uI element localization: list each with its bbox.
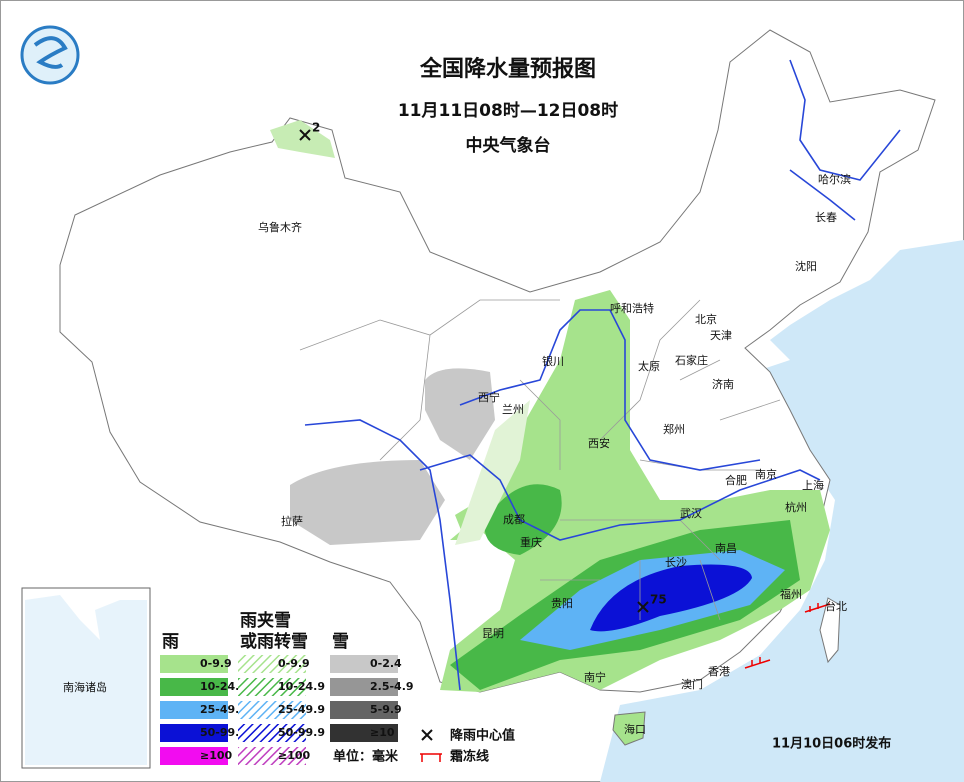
legend-swatch — [160, 655, 228, 673]
river — [459, 309, 761, 471]
hainan — [612, 711, 646, 746]
legend-swatch — [160, 747, 228, 765]
frost-line-label: 霜冻线 — [449, 749, 489, 765]
city: 拉萨 — [281, 514, 303, 528]
legend-swatch — [238, 678, 306, 696]
legend-label: 0-9.9 — [278, 657, 310, 670]
legend-title: 或雨转雪 — [240, 631, 308, 652]
city: 兰州 — [502, 403, 524, 416]
city: 重庆 — [520, 535, 542, 549]
legend-swatch — [238, 724, 306, 742]
frost-line — [744, 603, 831, 669]
legend-label: 25-49.9 — [200, 703, 247, 716]
center-value: 2 — [312, 121, 320, 135]
legend-swatch — [160, 678, 228, 696]
city: 南昌 — [715, 542, 737, 555]
inset-label: 南海诸岛 — [63, 680, 107, 694]
center-value: 75 — [650, 593, 667, 607]
legend-label: 2.5-4.9 — [370, 680, 414, 693]
city: 香港 — [708, 665, 730, 678]
city: 上海 — [802, 478, 824, 492]
issuer: 中央气象台 — [466, 135, 551, 156]
legend-swatch — [330, 678, 398, 696]
legend-title: 雨夹雪 — [240, 610, 291, 631]
legend-label: 10-24.9 — [278, 680, 325, 693]
center-marker — [637, 601, 649, 613]
snow-area — [290, 460, 445, 545]
city: 石家庄 — [675, 353, 708, 367]
rain-area — [484, 484, 562, 555]
sleet-area — [455, 400, 530, 545]
city: 福州 — [780, 587, 802, 601]
city: 海口 — [624, 722, 646, 736]
legend-label: 25-49.9 — [278, 703, 325, 716]
city: 澳门 — [681, 677, 703, 691]
title: 全国降水量预报图 — [419, 56, 596, 82]
city: 贵阳 — [551, 597, 573, 610]
legend-label: 0-9.9 — [200, 657, 232, 670]
city: 成都 — [503, 513, 525, 526]
legend-label: ≥100 — [278, 749, 311, 762]
taiwan — [819, 597, 841, 664]
river — [789, 59, 901, 221]
legend-swatch — [238, 701, 306, 719]
legend-label: ≥10 — [370, 726, 395, 739]
legend-label: 10-24.9 — [200, 680, 247, 693]
city: 哈尔滨 — [818, 172, 851, 186]
city: 乌鲁木齐 — [258, 220, 302, 234]
legend-swatch — [330, 701, 398, 719]
sleet-area — [270, 120, 335, 158]
legend-swatch — [238, 655, 306, 673]
city: 太原 — [638, 360, 660, 373]
city: 南宁 — [584, 670, 606, 684]
legend-swatch — [330, 655, 398, 673]
frost-symbol — [420, 753, 442, 762]
city: 南京 — [755, 467, 777, 481]
city: 长春 — [815, 211, 837, 224]
city: 郑州 — [663, 422, 685, 436]
city: 武汉 — [680, 507, 702, 520]
city: 呼和浩特 — [610, 301, 654, 315]
rain-area — [590, 564, 752, 632]
legend-swatch — [160, 724, 228, 742]
city: 杭州 — [785, 500, 807, 514]
city: 昆明 — [482, 627, 504, 640]
period: 11月11日08时—12日08时 — [398, 101, 618, 121]
city: 长沙 — [665, 556, 687, 569]
legend-label: ≥100 — [200, 749, 233, 762]
river — [304, 419, 821, 691]
city: 银川 — [542, 354, 564, 368]
legend-label: 0-2.4 — [370, 657, 402, 670]
snow-area — [425, 368, 495, 460]
center-symbol — [421, 729, 433, 741]
legend-label: 50-99.9 — [200, 726, 247, 739]
legend-label: 5-9.9 — [370, 703, 402, 716]
city: 合肥 — [725, 473, 747, 487]
center-marker — [299, 129, 311, 141]
legend-title: 雪 — [332, 632, 349, 652]
city: 台北 — [825, 599, 847, 613]
city: 西宁 — [478, 390, 500, 404]
city: 沈阳 — [795, 259, 817, 273]
inset-sea — [25, 595, 147, 765]
legend-title: 雨 — [162, 632, 179, 652]
center-symbol-label: 降雨中心值 — [450, 728, 515, 744]
city: 天津 — [710, 329, 732, 342]
city-labels: 乌鲁木齐 哈尔滨 长春 沈阳 呼和浩特 北京 天津 石家庄 太原 济南 银川 西… — [258, 172, 851, 736]
legend-label: 50-99.9 — [278, 726, 325, 739]
city: 济南 — [712, 377, 734, 391]
sea — [600, 240, 964, 782]
legend-swatch — [238, 747, 306, 765]
unit: 单位：毫米 — [333, 749, 399, 765]
city: 北京 — [695, 312, 717, 326]
legend-swatch — [330, 724, 398, 742]
city: 西安 — [588, 436, 610, 450]
logo-mark — [33, 36, 68, 69]
legend-swatch — [160, 701, 228, 719]
issued: 11月10日06时发布 — [772, 736, 891, 752]
